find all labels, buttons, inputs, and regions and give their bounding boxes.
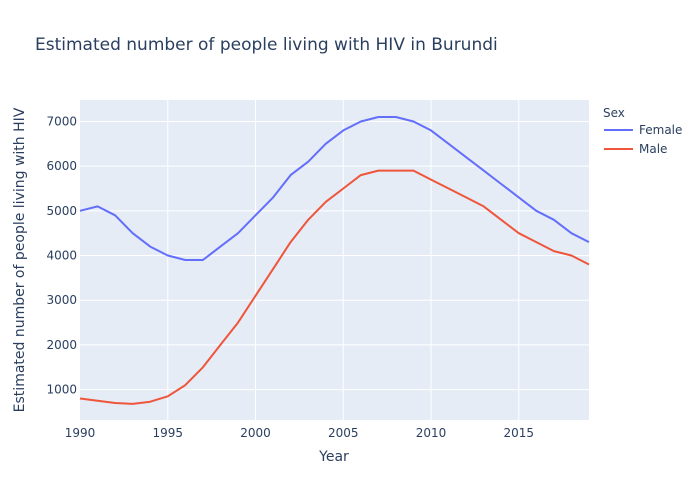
x-tick-label: 2010 (416, 426, 447, 440)
x-tick-label: 2005 (328, 426, 359, 440)
legend-item-female[interactable]: Female (604, 123, 682, 137)
x-axis-title: Year (318, 449, 349, 465)
plot-area (80, 100, 589, 420)
y-gridlines (80, 120, 589, 391)
y-tick-labels: 1000 2000 3000 4000 5000 6000 7000 (46, 114, 77, 396)
y-tick-label: 6000 (46, 159, 77, 173)
y-tick-label: 1000 (46, 383, 77, 397)
legend[interactable]: Sex Female Male (603, 106, 682, 156)
chart-title: Estimated number of people living with H… (35, 35, 498, 55)
y-tick-label: 4000 (46, 249, 77, 263)
series-line-female (79, 116, 590, 261)
legend-label: Female (639, 123, 682, 137)
x-tick-label: 1995 (152, 426, 183, 440)
x-tick-label: 2000 (240, 426, 271, 440)
x-tick-label: 1990 (65, 426, 96, 440)
y-tick-label: 5000 (46, 204, 77, 218)
y-axis-title: Estimated number of people living with H… (12, 107, 28, 412)
x-tick-label: 2015 (504, 426, 535, 440)
y-tick-label: 7000 (46, 114, 77, 128)
legend-title: Sex (603, 106, 625, 120)
y-tick-label: 3000 (46, 293, 77, 307)
series-lines (79, 116, 590, 405)
x-tick-labels: 1990 1995 2000 2005 2010 2015 (65, 426, 534, 440)
legend-item-male[interactable]: Male (604, 142, 667, 156)
legend-label: Male (639, 142, 667, 156)
y-tick-label: 2000 (46, 338, 77, 352)
series-line-male (79, 169, 590, 405)
x-gridlines (167, 100, 520, 420)
